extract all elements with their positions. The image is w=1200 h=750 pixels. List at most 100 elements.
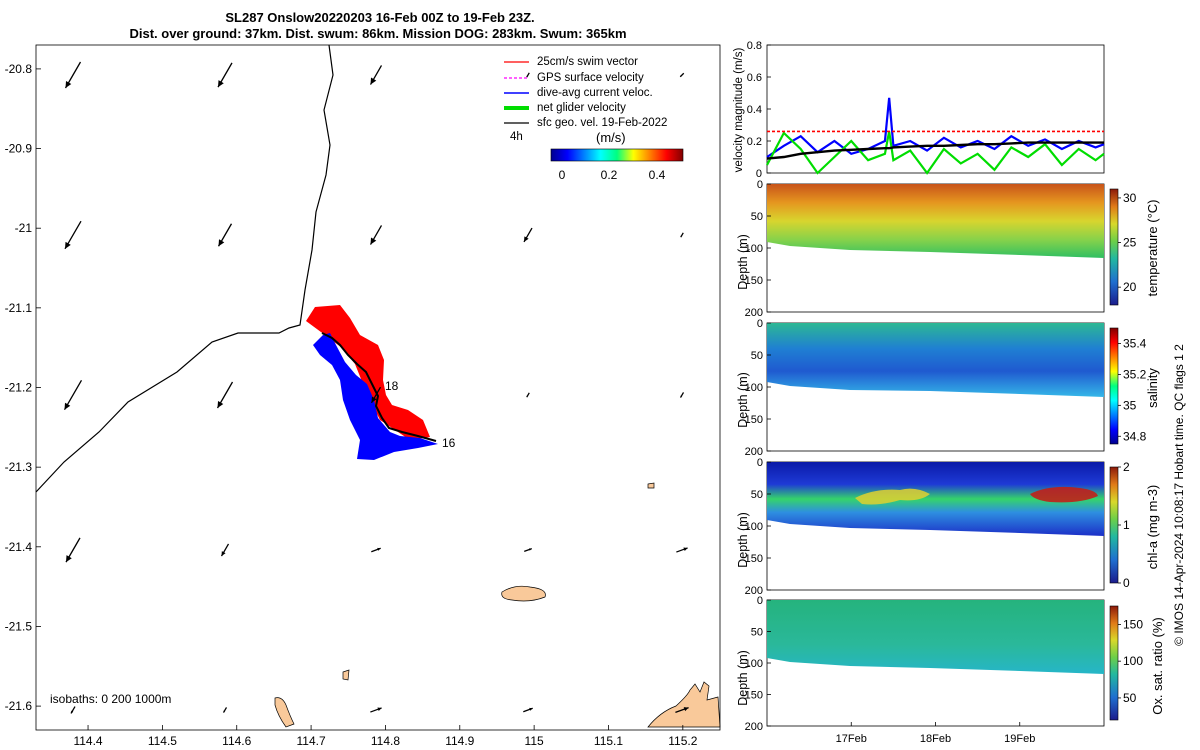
colorbar-tick-label: 100 <box>1123 654 1143 668</box>
section-ytick-label: 100 <box>745 521 763 533</box>
temperature-section <box>767 184 1104 258</box>
map-panel: SL287 Onslow20220203 16-Feb 00Z to 19-Fe… <box>5 10 721 748</box>
colorbar-tick-label: 20 <box>1123 280 1137 294</box>
map-axis-ticks: 114.4 114.5 114.6 114.7 114.8 114.9 115 115.1 11… <box>5 62 698 748</box>
section-ytick-label: 200 <box>745 307 763 319</box>
colorbar-tick-label: 35 <box>1123 398 1137 412</box>
geo-velocity-arrowhead <box>377 547 381 551</box>
geo-velocity-arrowhead <box>377 707 382 711</box>
section-ytick-label: 50 <box>751 489 763 501</box>
map-ytick-label: -21.1 <box>5 301 33 315</box>
section-ytick-label: 100 <box>745 658 763 670</box>
map-xtick-label: 114.6 <box>222 734 251 748</box>
oxygen-clabel: Ox. sat. ratio (%) <box>1150 617 1165 715</box>
section-ytick-label: 0 <box>757 595 763 607</box>
geo-velocity-arrowhead <box>680 75 682 77</box>
chla-clabel: chl-a (mg m-3) <box>1145 485 1160 570</box>
geo-velocity-arrowhead <box>66 555 72 563</box>
date-xtick-label: 19Feb <box>1004 733 1035 745</box>
section-ytick-label: 150 <box>745 553 763 565</box>
velocity-series-net-glider-velocity <box>766 131 1105 175</box>
velocity-ylabel: velocity magnitude (m/s) <box>733 48 745 173</box>
section-ytick-label: 0 <box>757 457 763 469</box>
colorbar-tick-label: 30 <box>1123 191 1137 205</box>
colorbar-tick-label: 150 <box>1123 617 1143 631</box>
glider-swim-vectors <box>306 305 438 460</box>
map-ytick-label: -21.2 <box>5 381 33 395</box>
salinity-section <box>767 323 1104 397</box>
legend-label-gps: GPS surface velocity <box>537 72 644 84</box>
section-ytick-label: 150 <box>745 275 763 287</box>
chla-section <box>767 462 1104 536</box>
geo-velocity-arrowhead <box>526 75 529 78</box>
colorbar-tick-label: 35.2 <box>1123 367 1147 381</box>
geo-velocity-arrowhead <box>370 237 377 245</box>
chla-patch-2 <box>1030 486 1098 503</box>
temperature-ylabel: Depth (m) <box>736 234 750 290</box>
geostrophic-velocity-arrows <box>63 61 689 714</box>
geo-velocity-arrowhead <box>680 395 683 398</box>
velocity-ytick-label: 0.6 <box>747 72 762 84</box>
velocity-ytick-label: 0 <box>756 168 762 180</box>
salinity-clabel: salinity <box>1145 368 1160 408</box>
velocity-axis-ticks: 0 0.2 0.4 0.6 0.8 <box>747 40 771 180</box>
legend-label-net: net glider velocity <box>537 102 626 114</box>
map-xtick-label: 114.7 <box>297 734 326 748</box>
colorbar-tick-label: 35.4 <box>1123 336 1147 350</box>
map-xtick-label: 115.1 <box>594 734 623 748</box>
geo-velocity-arrowhead <box>529 707 533 711</box>
section-axis-ticks: 05010015020020253005010015020034.83535.2… <box>745 179 1147 745</box>
section-ytick-label: 0 <box>757 318 763 330</box>
chla-colorbar <box>1109 466 1119 584</box>
geo-velocity-arrowhead <box>223 710 226 713</box>
geo-velocity-arrowhead <box>528 548 532 551</box>
map-xtick-label: 114.4 <box>73 734 102 748</box>
geo-velocity-arrowhead <box>71 710 74 714</box>
map-xtick-label: 115.2 <box>668 734 697 748</box>
map-ytick-label: -21.5 <box>5 619 33 633</box>
map-xtick-label: 114.5 <box>148 734 177 748</box>
temperature-colorbar <box>1109 188 1119 306</box>
section-ytick-label: 150 <box>745 414 763 426</box>
colorbar-units: (m/s) <box>596 130 626 145</box>
section-ytick-label: 100 <box>745 382 763 394</box>
colorbar-tick-0: 0 <box>559 168 566 182</box>
geo-velocity-arrowhead <box>218 80 224 88</box>
isobaths-label: isobaths: 0 200 1000m <box>50 692 171 706</box>
geo-velocity-arrowhead <box>221 551 226 557</box>
figure-title-line1: SL287 Onslow20220203 16-Feb 00Z to 19-Fe… <box>225 10 534 25</box>
oxygen-panel: Depth (m) Ox. sat. ratio (%) <box>736 599 1165 727</box>
coastline <box>35 44 334 493</box>
map-ytick-label: -21.6 <box>5 699 33 713</box>
geo-velocity-arrowhead <box>680 235 683 238</box>
geo-velocity-arrowhead <box>683 707 689 712</box>
speed-colorbar <box>550 148 684 162</box>
chla-ylabel: Depth (m) <box>736 512 750 568</box>
geo-velocity-arrowhead <box>65 81 72 88</box>
legend-label-geo: sfc geo. vel. 19-Feb-2022 <box>537 117 667 129</box>
velocity-series <box>766 97 1105 175</box>
salinity-colorbar <box>1109 327 1119 445</box>
glider-track <box>321 332 437 442</box>
velocity-series-dive-avg-current-veloc- <box>766 97 1105 158</box>
temperature-panel: Depth (m) temperature (°C) <box>736 183 1160 313</box>
track-label-18: 18 <box>385 379 399 393</box>
oxygen-section <box>767 600 1104 674</box>
colorbar-tick-label: 1 <box>1123 518 1130 532</box>
side-copyright-label: © IMOS 14-Apr-2024 10:08:17 Hobart time.… <box>1172 344 1186 646</box>
geo-velocity-arrowhead <box>683 547 688 551</box>
map-ytick-label: -21.3 <box>5 460 33 474</box>
map-xtick-label: 114.8 <box>371 734 400 748</box>
velocity-ytick-label: 0.4 <box>747 104 762 116</box>
map-legend: 25cm/s swim vector GPS surface velocity … <box>504 56 684 182</box>
section-ytick-label: 200 <box>745 446 763 458</box>
geo-velocity-arrowhead <box>218 239 225 247</box>
date-xtick-label: 18Feb <box>920 733 951 745</box>
section-ytick-label: 50 <box>751 627 763 639</box>
land-masses <box>274 482 721 728</box>
salinity-panel: Depth (m) salinity <box>736 322 1160 452</box>
velocity-ytick-label: 0.8 <box>747 40 762 52</box>
velocity-series-sfc-geo-vel- <box>766 141 1104 160</box>
map-ytick-label: -20.8 <box>5 62 33 76</box>
